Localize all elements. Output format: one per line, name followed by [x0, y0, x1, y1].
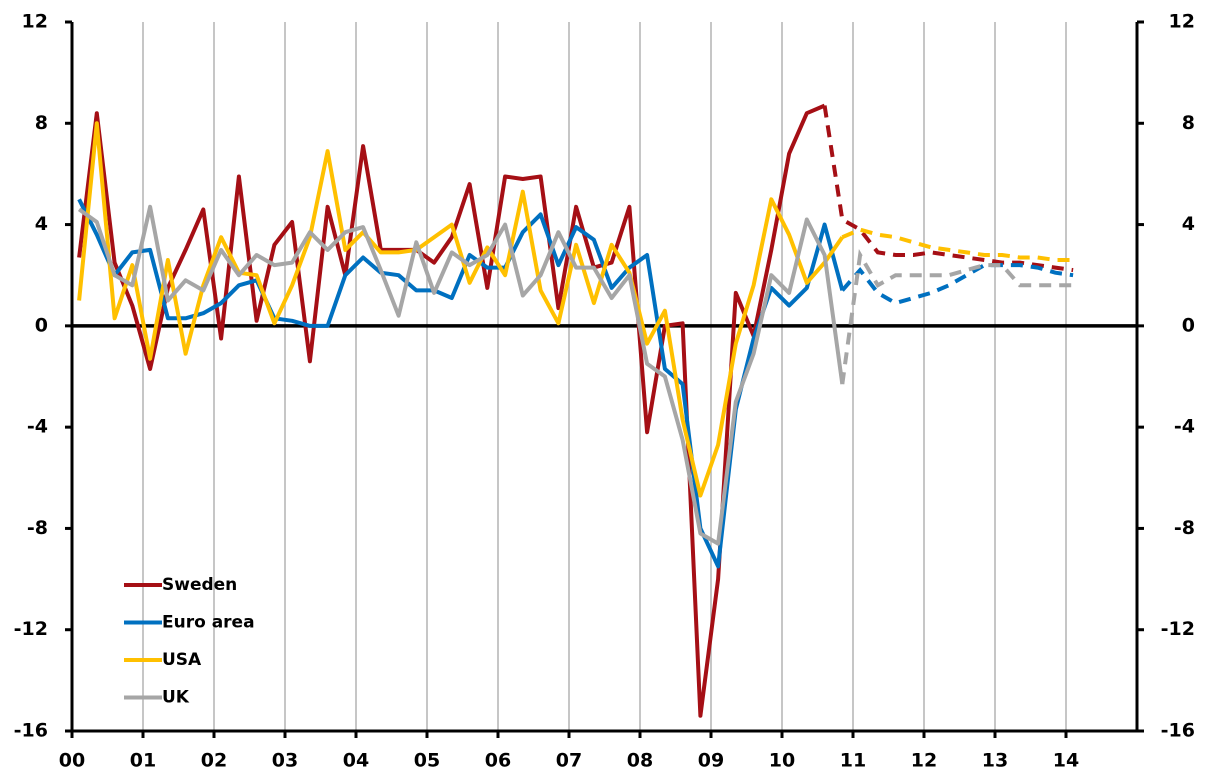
x-tick-label: 01	[130, 750, 156, 772]
series-line	[77, 204, 845, 546]
x-tick-label: 13	[982, 750, 1008, 772]
y2-tick-label: 8	[1182, 112, 1195, 134]
x-tick-label: 06	[485, 750, 511, 772]
y-tick-label: 8	[35, 112, 48, 134]
y2-tick-label: 12	[1169, 11, 1195, 33]
x-tick-label: 11	[840, 750, 866, 772]
x-tick-label: 09	[698, 750, 724, 772]
x-tick-label: 02	[201, 750, 227, 772]
series-line	[77, 121, 844, 498]
y2-tick-label: 4	[1182, 213, 1195, 235]
y-tick-label: 12	[22, 11, 48, 33]
y-tick-label: 4	[35, 213, 48, 235]
y2-tick-label: -12	[1161, 618, 1195, 640]
forecast-line	[840, 263, 1074, 306]
legend-label: USA	[162, 650, 202, 670]
x-tick-label: 03	[272, 750, 298, 772]
x-tick-label: 14	[1053, 750, 1079, 772]
legend-label: UK	[162, 688, 190, 708]
y2-tick-label: -16	[1161, 720, 1195, 742]
y2-tick-label: -8	[1174, 517, 1195, 539]
forecast-line	[822, 105, 1074, 273]
forecast-line	[840, 248, 1074, 385]
y2-tick-label: 0	[1182, 314, 1195, 336]
legend-label: Sweden	[162, 575, 237, 595]
legend-label: Euro area	[162, 613, 255, 633]
x-tick-label: 05	[414, 750, 440, 772]
series-line	[77, 103, 826, 718]
x-tick-label: 00	[59, 750, 85, 772]
y-tick-label: -8	[27, 517, 48, 539]
y-tick-label: -4	[27, 416, 48, 438]
y2-tick-label: -4	[1174, 416, 1195, 438]
y-tick-label: 0	[35, 314, 48, 336]
x-tick-label: 04	[343, 750, 369, 772]
x-tick-label: 12	[911, 750, 937, 772]
forecast-line	[841, 227, 1074, 262]
x-tick-label: 07	[556, 750, 582, 772]
x-tick-label: 08	[627, 750, 653, 772]
y-tick-label: -16	[14, 720, 48, 742]
y-tick-label: -12	[14, 618, 48, 640]
series-line	[77, 198, 845, 569]
x-tick-label: 10	[769, 750, 795, 772]
